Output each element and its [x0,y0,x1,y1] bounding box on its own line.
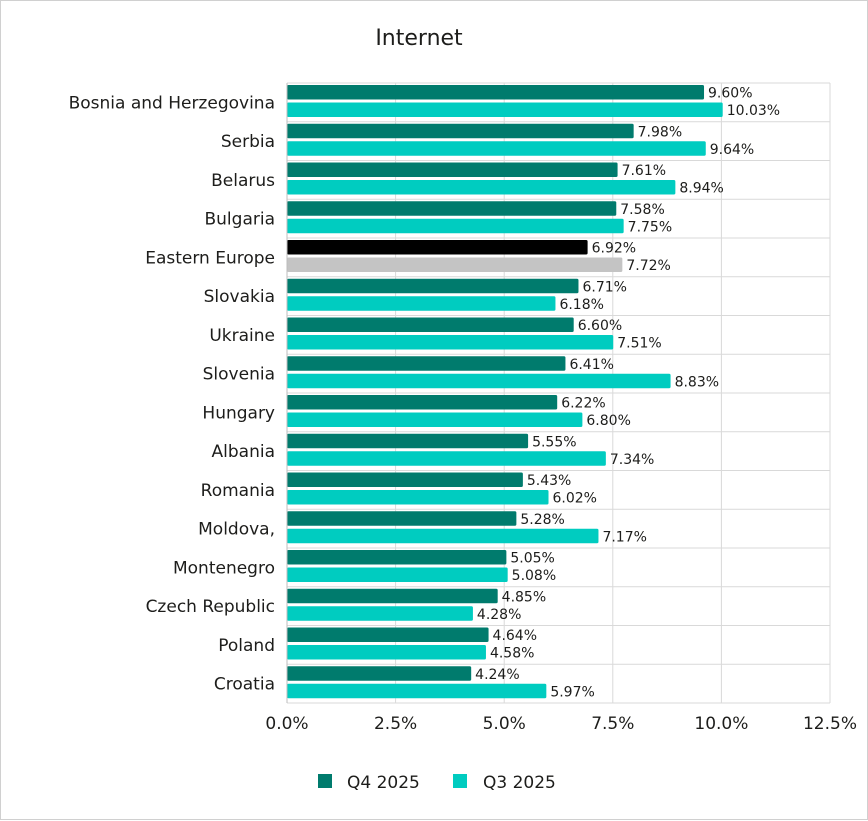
category-label: Czech Republic [146,597,275,617]
value-label-q4: 5.28% [520,512,564,528]
value-label-q3: 4.28% [477,607,521,623]
legend-label-q3: Q3 2025 [483,773,556,793]
category-label: Slovakia [204,287,275,307]
bar-q3 [287,683,547,699]
category-label: Moldova, [198,520,275,540]
bar-q3 [287,180,676,195]
value-label-q3: 7.75% [628,219,672,235]
category-label: Bulgaria [205,210,276,230]
bar-q3 [287,412,583,427]
x-tick-label: 10.0% [694,714,748,734]
bar-q3 [287,335,614,350]
label-layer: 9.60%10.03% 7.98% 9.64% 7.61% 8.94% 7.58%7.75… [475,86,780,701]
value-label-q4: 6.92% [592,241,636,257]
value-label-q4: 6.60% [578,318,622,334]
bar-q3 [287,373,671,389]
x-tick-label: 12.5% [803,714,857,734]
value-label-q3: 7.17% [602,529,646,545]
legend-swatch-q3 [453,774,467,788]
bar-q4 [287,123,634,139]
value-label-q4: 6.71% [582,279,626,295]
category-label: Bosnia and Herzegovina [69,93,275,113]
bar-q4 [287,162,618,177]
category-label: Slovenia [203,365,275,385]
category-label: Hungary [202,403,275,423]
value-label-q4: 6.41% [569,357,613,373]
value-label-q4: 4.64% [493,628,537,644]
bar-q3 [287,102,723,117]
value-label-q3: 6.18% [559,297,603,313]
legend-swatch-q4 [318,774,332,788]
bar-q3 [287,218,624,234]
x-tick-label: 7.5% [591,714,634,734]
bar-q3 [287,490,549,505]
value-label-q3: 7.72% [626,258,670,274]
bar-q4 [287,240,588,255]
value-label-q4: 5.05% [510,551,554,567]
x-tick-label: 0.0% [265,714,308,734]
category-label: Ukraine [209,326,275,346]
bar-q3 [287,645,486,660]
bar-q3 [287,141,706,156]
bar-q4 [287,472,523,487]
chart-title: Internet [375,26,463,51]
bar-q3 [287,528,599,544]
value-label-q4: 6.22% [561,396,605,412]
category-label: Romania [201,481,275,501]
category-label: Croatia [214,675,275,695]
category-label: Eastern Europe [145,248,275,268]
legend-label-q4: Q4 2025 [347,773,420,793]
value-label-q3: 7.34% [610,452,654,468]
bar-q3 [287,451,606,466]
bar-q4 [287,666,472,681]
bar-q4 [287,201,617,216]
value-label-q4: 4.24% [475,667,519,683]
grid-layer [286,82,831,704]
bar-q4 [287,511,517,526]
bar-q4 [287,550,507,565]
value-label-q4: 5.55% [532,434,576,450]
category-label: Albania [212,442,275,462]
category-label: Montenegro [173,558,275,578]
bar-q4 [287,356,566,371]
bar-q4 [287,433,529,449]
value-label-q4: 7.61% [622,163,666,179]
value-label-q3: 9.64% [710,142,754,158]
bar-q4 [287,588,498,604]
value-label-q3: 5.08% [512,568,556,584]
x-tick-label: 2.5% [374,714,417,734]
legend: Q4 2025 Q3 2025 [318,773,556,793]
value-label-q3: 4.58% [490,646,534,662]
value-label-q4: 7.98% [638,124,682,140]
bar-q3 [287,567,508,582]
axis-layer: 0.0% 2.5% 5.0% 7.5% 10.0% 12.5% Bosnia and Her… [69,83,857,734]
value-label-q3: 8.94% [679,181,723,197]
category-label: Serbia [221,132,275,152]
bar-q3 [287,257,623,272]
value-label-q3: 8.83% [675,374,719,390]
bar-q3 [287,606,473,621]
value-label-q4: 9.60% [708,86,752,102]
value-label-q3: 5.97% [550,684,594,700]
value-label-q4: 7.58% [620,202,664,218]
category-label: Poland [218,636,275,656]
bar-q4 [287,278,579,294]
bar-q3 [287,296,556,311]
category-label: Belarus [211,171,275,191]
bar-layer [287,85,723,699]
value-label-q3: 6.02% [553,491,597,507]
value-label-q4: 4.85% [502,589,546,605]
bar-q4 [287,627,489,642]
bar-q4 [287,395,558,410]
x-tick-label: 5.0% [483,714,526,734]
value-label-q3: 6.80% [586,413,630,429]
value-label-q3: 7.51% [617,336,661,352]
bar-q4 [287,85,705,100]
bar-q4 [287,317,574,332]
value-label-q3: 10.03% [727,103,780,119]
value-label-q4: 5.43% [527,473,571,489]
